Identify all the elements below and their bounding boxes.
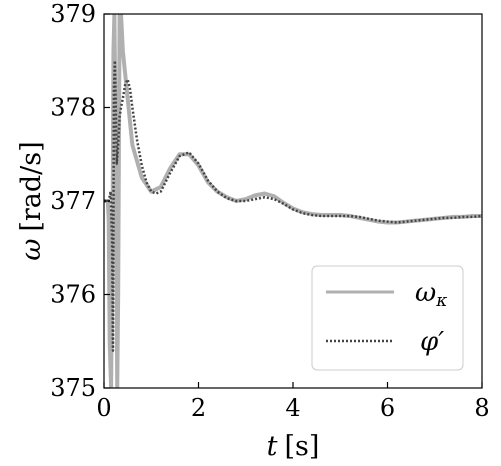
x-tick-label: 0 bbox=[96, 394, 111, 422]
x-tick-label: 6 bbox=[380, 394, 395, 422]
legend-label-phi-prime: φ′ bbox=[420, 327, 444, 357]
y-tick-label: 376 bbox=[50, 281, 96, 309]
x-tick-label: 4 bbox=[285, 394, 300, 422]
y-tick-label: 377 bbox=[50, 187, 96, 215]
y-tick-label: 375 bbox=[50, 374, 96, 402]
series-layer bbox=[104, 14, 482, 388]
x-tick-label: 2 bbox=[191, 394, 206, 422]
y-axis-title: ω[rad/s] bbox=[16, 141, 47, 260]
y-tick-label: 378 bbox=[50, 94, 96, 122]
y-tick-label: 379 bbox=[50, 0, 96, 28]
x-tick-label: 8 bbox=[474, 394, 489, 422]
ticks-layer: 0 2 4 6 8 375 376 377 378 379 bbox=[50, 0, 489, 422]
legend: ωκ φ′ bbox=[311, 265, 464, 371]
x-axis-title: t [s] bbox=[267, 431, 320, 462]
legend-label-omega-kappa: ωκ bbox=[415, 278, 447, 311]
